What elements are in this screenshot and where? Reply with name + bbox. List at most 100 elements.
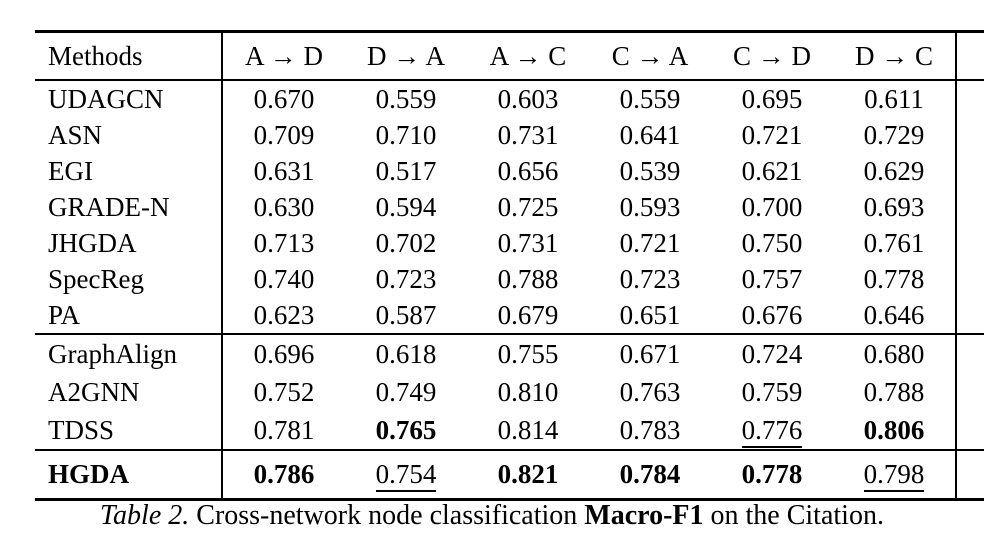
method-cell: HGDA	[35, 450, 223, 500]
column-header: D → A	[345, 31, 467, 81]
metric-value: 0.539	[619, 155, 681, 186]
spacer-cell	[956, 153, 984, 189]
metric-cell: 0.611	[833, 80, 957, 117]
table-row: PA 0.623 0.587 0.679 0.651 0.676 0.646	[35, 297, 984, 334]
metric-cell: 0.710	[345, 117, 467, 153]
metric-cell: 0.517	[345, 153, 467, 189]
caption-label: Table 2.	[100, 500, 190, 531]
metric-value: 0.700	[741, 191, 803, 222]
metric-cell: 0.752	[222, 373, 345, 411]
method-cell: SpecReg	[35, 261, 223, 297]
metric-value: 0.517	[375, 155, 437, 186]
method-cell: TDSS	[35, 411, 223, 450]
metric-cell: 0.763	[589, 373, 711, 411]
metric-value: 0.646	[863, 299, 925, 330]
metric-value: 0.821	[497, 459, 559, 489]
section-baselines-group-2: GraphAlign 0.696 0.618 0.755 0.671 0.724 0.680…	[35, 334, 984, 450]
metric-value: 0.750	[741, 227, 803, 258]
metric-value: 0.623	[253, 299, 315, 330]
metric-cell: 0.603	[467, 80, 589, 117]
metric-cell: 0.559	[345, 80, 467, 117]
metric-cell: 0.721	[589, 225, 711, 261]
metric-value: 0.786	[253, 459, 315, 489]
metric-value: 0.784	[619, 459, 681, 489]
metric-value: 0.723	[375, 263, 437, 294]
metric-value: 0.731	[497, 119, 559, 150]
metric-cell: 0.784	[589, 450, 711, 500]
metric-value: 0.749	[375, 376, 437, 407]
table-row: TDSS 0.781 0.765 0.814 0.783 0.776 0.806	[35, 411, 984, 450]
metric-value: 0.559	[375, 83, 437, 114]
metric-value: 0.670	[253, 83, 315, 114]
method-cell: EGI	[35, 153, 223, 189]
column-header: A → C	[467, 31, 589, 81]
spacer-cell	[956, 373, 984, 411]
metric-cell: 0.670	[222, 80, 345, 117]
metric-value: 0.630	[253, 191, 315, 222]
metric-value: 0.781	[253, 414, 315, 445]
spacer-cell	[956, 334, 984, 373]
table-row: GraphAlign 0.696 0.618 0.755 0.671 0.724 0.680	[35, 334, 984, 373]
table-row: ASN 0.709 0.710 0.731 0.641 0.721 0.729	[35, 117, 984, 153]
metric-value: 0.603	[497, 83, 559, 114]
metric-cell: 0.651	[589, 297, 711, 334]
metric-value: 0.709	[253, 119, 315, 150]
metric-value: 0.631	[253, 155, 315, 186]
metric-cell: 0.723	[345, 261, 467, 297]
metric-cell: 0.749	[345, 373, 467, 411]
metric-value: 0.587	[375, 299, 437, 330]
metric-cell: 0.781	[222, 411, 345, 450]
metric-cell: 0.676	[711, 297, 833, 334]
metric-cell: 0.724	[711, 334, 833, 373]
metric-value: 0.721	[619, 227, 681, 258]
metric-cell: 0.814	[467, 411, 589, 450]
metric-cell: 0.731	[467, 225, 589, 261]
metric-cell: 0.725	[467, 189, 589, 225]
metric-value: 0.757	[741, 263, 803, 294]
method-cell: A2GNN	[35, 373, 223, 411]
section-baselines-group-1: UDAGCN 0.670 0.559 0.603 0.559 0.695 0.611 ASN 0…	[35, 80, 984, 334]
metric-value: 0.679	[497, 299, 559, 330]
table-row: SpecReg 0.740 0.723 0.788 0.723 0.757 0.778	[35, 261, 984, 297]
metric-cell: 0.646	[833, 297, 957, 334]
metric-value: 0.725	[497, 191, 559, 222]
metric-value: 0.755	[497, 338, 559, 369]
metric-value: 0.593	[619, 191, 681, 222]
metric-cell: 0.713	[222, 225, 345, 261]
metric-value: 0.763	[619, 376, 681, 407]
metric-value: 0.740	[253, 263, 315, 294]
spacer-cell	[956, 80, 984, 117]
metric-value: 0.788	[863, 376, 925, 407]
metric-value: 0.731	[497, 227, 559, 258]
metric-value: 0.713	[253, 227, 315, 258]
metric-value: 0.594	[375, 191, 437, 222]
metric-value: 0.806	[863, 414, 925, 445]
spacer-cell	[956, 261, 984, 297]
spacer-cell	[956, 225, 984, 261]
metric-value: 0.656	[497, 155, 559, 186]
metric-cell: 0.593	[589, 189, 711, 225]
metric-cell: 0.721	[711, 117, 833, 153]
metric-cell: 0.680	[833, 334, 957, 373]
method-cell: UDAGCN	[35, 80, 223, 117]
metric-cell: 0.786	[222, 450, 345, 500]
metric-cell: 0.594	[345, 189, 467, 225]
metric-cell: 0.778	[711, 450, 833, 500]
metric-value: 0.759	[741, 376, 803, 407]
metric-cell: 0.641	[589, 117, 711, 153]
metric-value: 0.680	[863, 338, 925, 369]
spacer-cell	[956, 411, 984, 450]
metric-value: 0.765	[375, 414, 437, 445]
table-row: GRADE-N 0.630 0.594 0.725 0.593 0.700 0.693	[35, 189, 984, 225]
spacer-cell	[956, 117, 984, 153]
metric-cell: 0.778	[833, 261, 957, 297]
column-header: C → D	[711, 31, 833, 81]
method-cell: GRADE-N	[35, 189, 223, 225]
table-row: UDAGCN 0.670 0.559 0.603 0.559 0.695 0.611	[35, 80, 984, 117]
metric-cell: 0.729	[833, 117, 957, 153]
column-header: C → A	[589, 31, 711, 81]
metric-cell: 0.700	[711, 189, 833, 225]
metric-cell: 0.693	[833, 189, 957, 225]
metric-cell: 0.761	[833, 225, 957, 261]
